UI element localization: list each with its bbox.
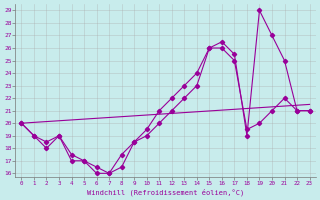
- X-axis label: Windchill (Refroidissement éolien,°C): Windchill (Refroidissement éolien,°C): [87, 188, 244, 196]
